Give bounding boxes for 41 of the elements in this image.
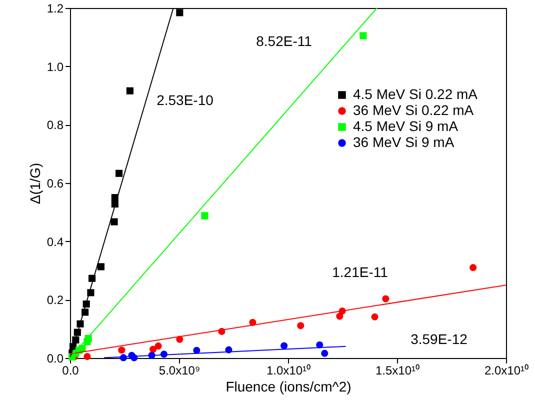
point (154, 342, 162, 350)
point (360, 32, 367, 40)
point (470, 264, 477, 272)
point (110, 218, 118, 226)
point (116, 170, 123, 177)
x-tick-label: 5.0x10⁹ (158, 364, 200, 378)
y-tick-label: 1.2 (46, 2, 64, 16)
y-tick-label: 1.0 (46, 60, 64, 74)
y-tick-label: 0.2 (46, 293, 64, 308)
legend-label: 36 MeV Si 9 mA (353, 134, 455, 150)
y-tick-label: 0.8 (46, 118, 64, 132)
point (126, 87, 134, 94)
x-tick-label: 1.5x10¹⁰ (375, 364, 420, 378)
point (201, 212, 208, 220)
point (297, 322, 304, 330)
legend-label: 4.5 MeV Si 9 mA (353, 118, 459, 134)
y-tick-label: 0.6 (46, 176, 64, 190)
point (84, 338, 91, 346)
annotation: 8.52E-11 (256, 33, 312, 49)
point (280, 342, 288, 350)
legend-label: 4.5 MeV Si 0.22 mA (353, 86, 478, 102)
x-axis-title: Fluence (ions/cm^2) (226, 378, 352, 394)
point (84, 353, 91, 360)
y-tick-label: 0.0 (46, 352, 64, 366)
point (97, 263, 104, 270)
point (150, 346, 157, 353)
legend-label: 36 MeV Si 0.22 mA (353, 102, 474, 118)
x-tick-label: 2.0x10¹⁰ (484, 364, 529, 378)
x-tick-label: 0.0 (62, 364, 80, 378)
point (371, 313, 378, 320)
point (321, 350, 328, 357)
y-tick-label: 0.4 (46, 234, 64, 249)
point (382, 295, 390, 302)
y-axis-title: Δ(1/G) (26, 162, 43, 204)
x-tick-label: 1.0x10¹⁰ (266, 364, 311, 378)
annotation: 3.59E-12 (410, 331, 468, 347)
point (76, 320, 84, 328)
annotation: 2.53E-10 (156, 92, 214, 108)
point (176, 9, 184, 16)
annotation: 1.21E-11 (332, 264, 388, 280)
point (118, 346, 126, 354)
